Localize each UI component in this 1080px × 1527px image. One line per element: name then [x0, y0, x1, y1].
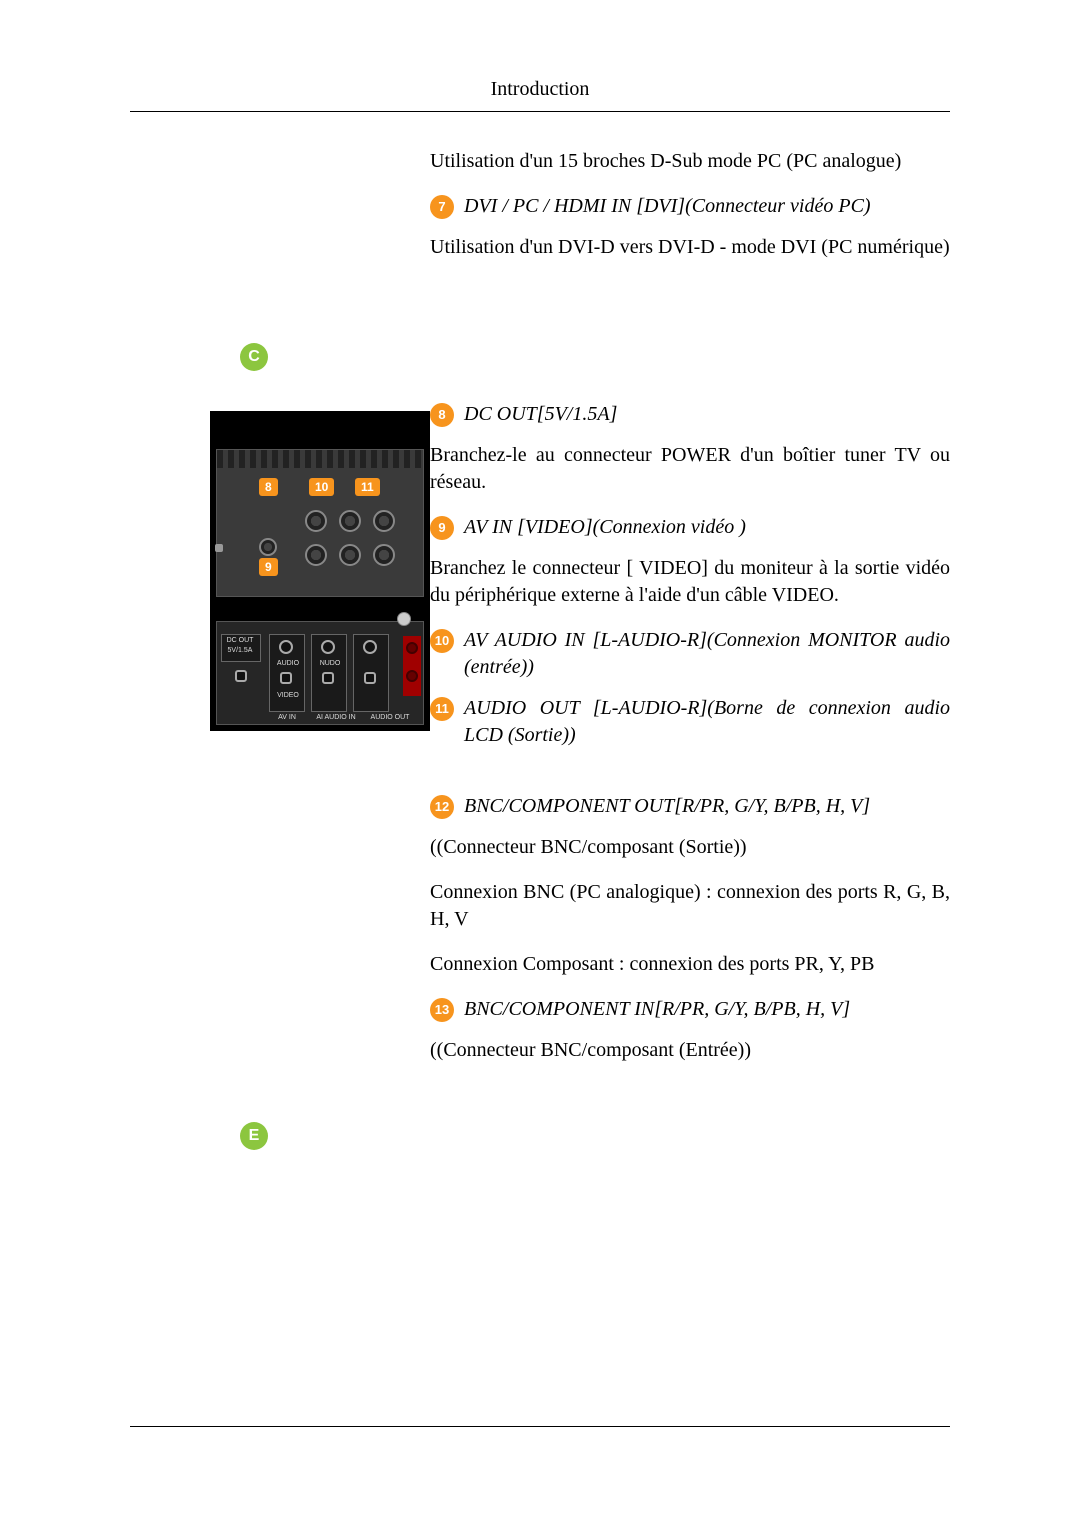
diagram-knob: [397, 612, 411, 626]
letter-c-badge: C: [240, 343, 950, 371]
diagram-ticks: [217, 450, 423, 468]
bullet-9-text: AV IN [VIDEO](Connexion vidéo ): [464, 514, 950, 541]
diagram-bottom-panel: DC OUT 5V/1.5A AUDIO VIDEO NUDO: [216, 621, 424, 725]
diagram-red-port: [406, 670, 418, 682]
diagram-port: [322, 672, 334, 684]
diagram-port: [373, 510, 395, 532]
bullet-13-icon: 13: [430, 998, 454, 1022]
diagram-port: [279, 640, 293, 654]
letter-c-icon: C: [240, 343, 268, 371]
diagram-dcout-text: DC OUT: [223, 637, 257, 644]
header-rule: [130, 111, 950, 112]
diagram-label-9: 9: [259, 558, 278, 576]
page: Introduction Utilisation d'un 15 broches…: [0, 0, 1080, 1210]
bullet-7-text: DVI / PC / HDMI IN [DVI](Connecteur vidé…: [464, 193, 950, 220]
intro-row: Utilisation d'un 15 broches D-Sub mode P…: [130, 148, 950, 279]
diagram-port: [321, 640, 335, 654]
diagram-port: [364, 672, 376, 684]
para-12c: Connexion Composant : connexion des port…: [430, 951, 950, 978]
bullet-13-text: BNC/COMPONENT IN[R/PR, G/Y, B/PB, H, V]: [464, 996, 950, 1023]
intro-right: Utilisation d'un 15 broches D-Sub mode P…: [430, 148, 950, 279]
bullet-10-icon: 10: [430, 629, 454, 653]
bullet-12-line: 12 BNC/COMPONENT OUT[R/PR, G/Y, B/PB, H,…: [430, 793, 950, 820]
diagram-side-dot: [215, 544, 223, 552]
page-title: Introduction: [130, 78, 950, 101]
diagram-red-port: [406, 642, 418, 654]
intro-p1: Utilisation d'un 15 broches D-Sub mode P…: [430, 148, 950, 175]
gap-before-e: [130, 1082, 950, 1122]
diagram-red-block: [403, 636, 421, 696]
para-12b: Connexion BNC (PC analogique) : connexio…: [430, 879, 950, 933]
diagram-nudo-text: NUDO: [313, 660, 347, 667]
bullet-10-line: 10 AV AUDIO IN [L-AUDIO-R](Connexion MON…: [430, 627, 950, 681]
diagram-video-text: VIDEO: [271, 692, 305, 699]
section-c-right: 8 DC OUT[5V/1.5A] Branchez-le au connect…: [430, 401, 950, 1082]
bullet-8-icon: 8: [430, 403, 454, 427]
diagram-dcval-text: 5V/1.5A: [223, 647, 257, 654]
diagram-audio-text: AUDIO: [271, 660, 305, 667]
bullet-11-line: 11 AUDIO OUT [L-AUDIO-R](Borne de connex…: [430, 695, 950, 749]
letter-e-icon: E: [240, 1122, 268, 1150]
bullet-9-icon: 9: [430, 516, 454, 540]
diagram-port: [305, 544, 327, 566]
diagram-port: [339, 510, 361, 532]
para-8: Branchez-le au connecteur POWER d'un boî…: [430, 442, 950, 496]
bullet-11-icon: 11: [430, 697, 454, 721]
diagram-label-11: 11: [355, 478, 380, 496]
diagram-label-8: 8: [259, 478, 278, 496]
diagram-top-panel: 8 10 11 9: [216, 449, 424, 597]
diagram-dc-port: [235, 670, 247, 682]
diagram-port: [339, 544, 361, 566]
bullet-8-line: 8 DC OUT[5V/1.5A]: [430, 401, 950, 428]
bullet-13-line: 13 BNC/COMPONENT IN[R/PR, G/Y, B/PB, H, …: [430, 996, 950, 1023]
bullet-9-line: 9 AV IN [VIDEO](Connexion vidéo ): [430, 514, 950, 541]
section-c-left: 8 10 11 9 DC OUT 5V/1.: [130, 401, 430, 731]
connector-diagram: 8 10 11 9 DC OUT 5V/1.: [210, 411, 430, 731]
bullet-11-text: AUDIO OUT [L-AUDIO-R](Borne de connexion…: [464, 695, 950, 749]
bullet-8-text: DC OUT[5V/1.5A]: [464, 401, 950, 428]
bullet-12-text: BNC/COMPONENT OUT[R/PR, G/Y, B/PB, H, V]: [464, 793, 950, 820]
bullet-7-line: 7 DVI / PC / HDMI IN [DVI](Connecteur vi…: [430, 193, 950, 220]
para-9: Branchez le connecteur [ VIDEO] du monit…: [430, 555, 950, 609]
para-13: ((Connecteur BNC/composant (Entrée)): [430, 1037, 950, 1064]
diagram-port: [363, 640, 377, 654]
diagram-label-10: 10: [309, 478, 334, 496]
para-12a: ((Connecteur BNC/composant (Sortie)): [430, 834, 950, 861]
footer-rule: [130, 1426, 950, 1427]
diagram-aout-text: AUDIO OUT: [365, 714, 415, 721]
bullet-12-icon: 12: [430, 795, 454, 819]
diagram-port: [259, 538, 277, 556]
page-header: Introduction: [130, 78, 950, 112]
diagram-avin-text: AV IN: [265, 714, 309, 721]
bullet-10-text: AV AUDIO IN [L-AUDIO-R](Connexion MONITO…: [464, 627, 950, 681]
diagram-port: [280, 672, 292, 684]
gap-before-c: [130, 279, 950, 343]
intro-p2: Utilisation d'un DVI-D vers DVI-D - mode…: [430, 234, 950, 261]
diagram-port: [305, 510, 327, 532]
diagram-port: [373, 544, 395, 566]
diagram-aiin-text: AI AUDIO IN: [311, 714, 361, 721]
letter-e-badge: E: [240, 1122, 950, 1150]
section-c-row: 8 10 11 9 DC OUT 5V/1.: [130, 401, 950, 1082]
bullet-7-icon: 7: [430, 195, 454, 219]
